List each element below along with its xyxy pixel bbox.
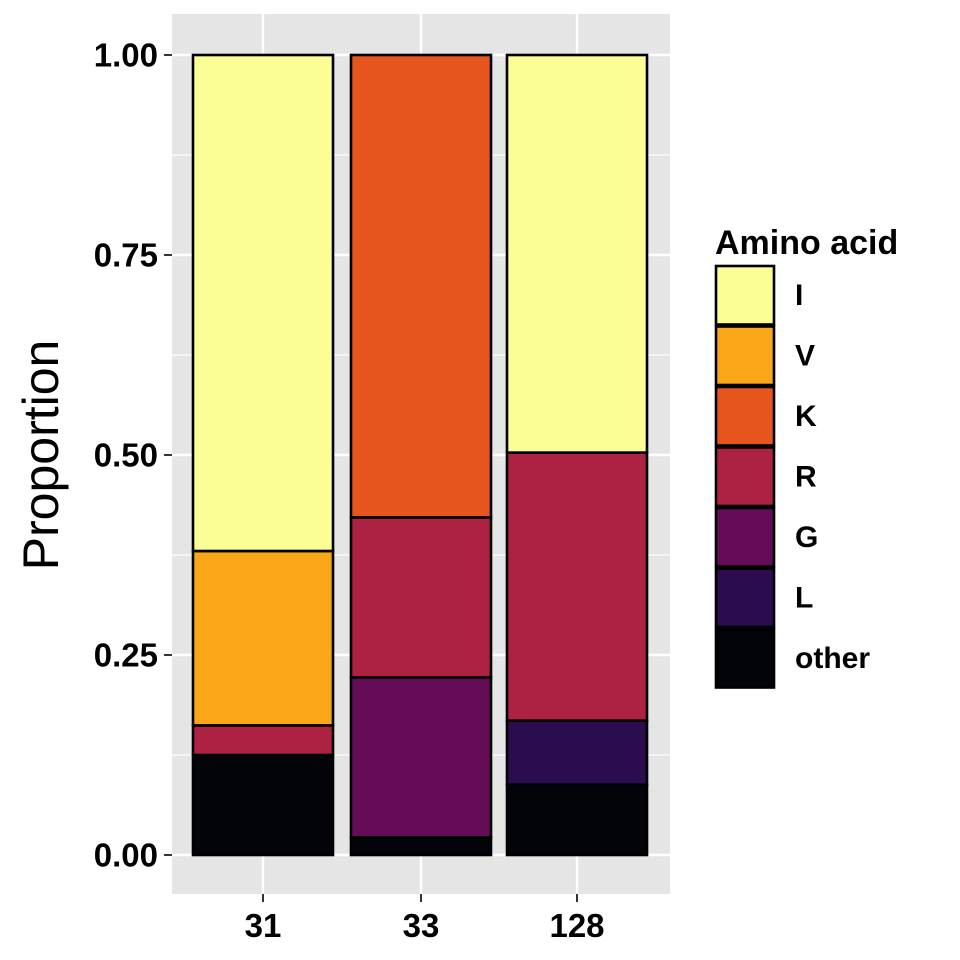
bars	[191, 53, 649, 857]
y-axis: 0.00 0.25 0.50 0.75 1.00	[94, 37, 172, 874]
legend-key-other	[714, 627, 776, 689]
legend-label-v: V	[795, 339, 815, 372]
bar-segment-33-r	[349, 516, 493, 679]
x-axis: 31 33 128	[245, 894, 605, 944]
y-tick-label: 0.00	[94, 837, 158, 874]
bar-segment-31-i	[191, 53, 335, 553]
legend-label-k: K	[795, 400, 817, 433]
x-tick-label: 31	[245, 907, 282, 944]
x-tick-label: 33	[403, 907, 440, 944]
legend-key-k	[714, 385, 776, 447]
legend-label-g: G	[795, 521, 818, 554]
y-axis-title: Proportion	[13, 340, 69, 571]
legend-key-r	[714, 446, 776, 508]
bar-segment-33-k	[349, 53, 493, 519]
legend-label-r: R	[795, 460, 817, 493]
x-tick-label: 128	[549, 907, 604, 944]
legend-title: Amino acid	[715, 224, 898, 262]
bar-segment-128-i	[505, 53, 649, 454]
y-tick-label: 0.75	[94, 237, 158, 274]
y-tick-label: 0.25	[94, 637, 158, 674]
y-tick-label: 0.50	[94, 437, 158, 474]
bar-segment-128-l	[505, 719, 649, 786]
bar-segment-31-v	[191, 549, 335, 727]
legend-key-v	[714, 325, 776, 387]
legend-key-i	[714, 264, 776, 326]
bar-segment-31-other	[191, 753, 335, 857]
bar-segment-33-other	[349, 836, 493, 857]
y-tick-label: 1.00	[94, 37, 158, 74]
bar-segment-128-other	[505, 783, 649, 857]
legend-key-l	[714, 567, 776, 629]
legend-label-other: other	[795, 642, 870, 675]
bar-segment-31-r	[191, 724, 335, 757]
bar-segment-128-r	[505, 451, 649, 722]
bar-segment-33-g	[349, 676, 493, 839]
legend-label-l: L	[795, 581, 813, 614]
legend-label-i: I	[795, 279, 803, 312]
legend-key-g	[714, 506, 776, 568]
